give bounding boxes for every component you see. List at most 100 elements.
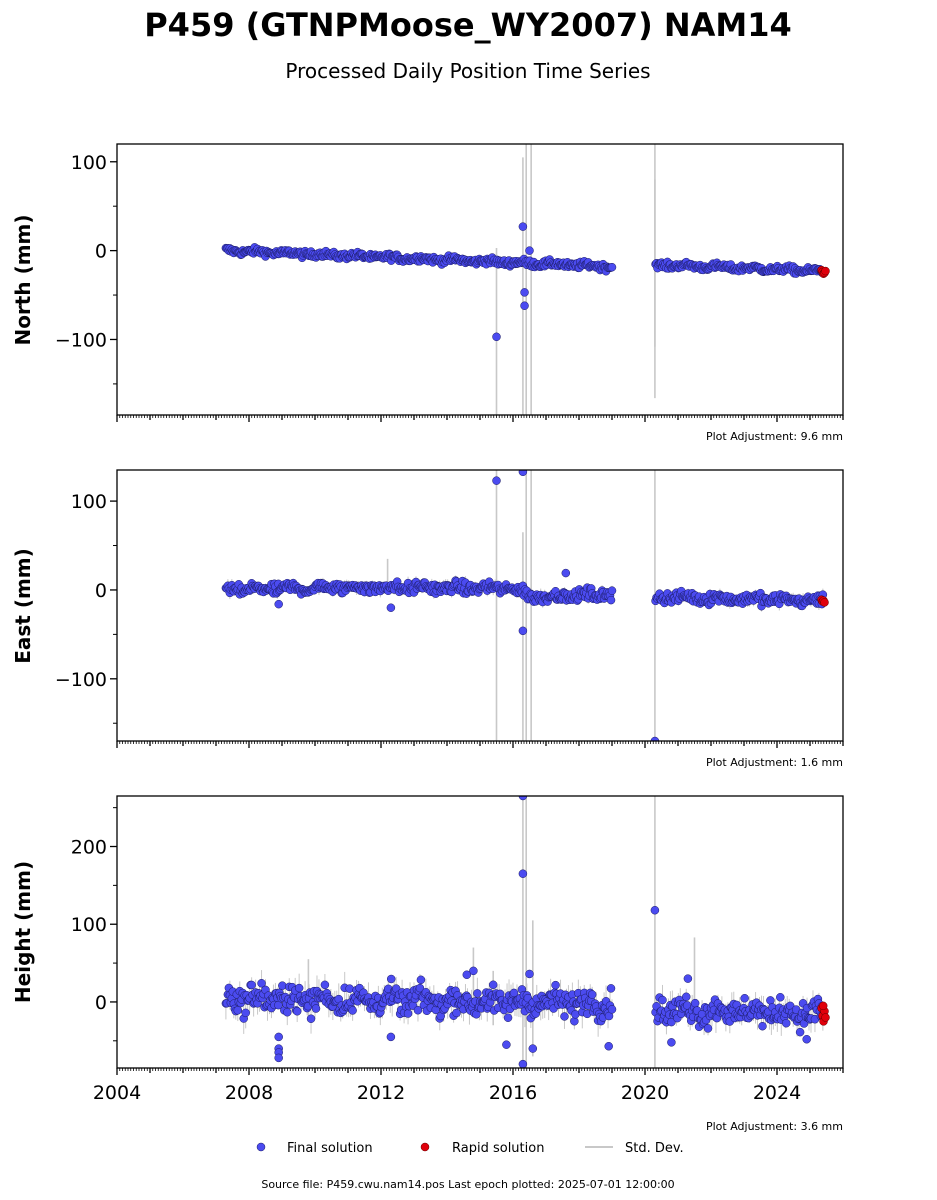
height-final-point — [306, 1014, 316, 1023]
height-final-point — [320, 980, 330, 990]
height-xtick-label: 2024 — [753, 1082, 801, 1104]
north-final-outlier-point — [518, 222, 528, 231]
east-final-outlier-point — [518, 470, 528, 477]
height-final-point — [607, 1005, 617, 1014]
east-final-point — [607, 586, 617, 595]
height-final-point — [503, 1013, 513, 1022]
east-ytick-label: 100 — [71, 491, 107, 513]
height-final-outlier-point — [386, 1032, 396, 1042]
north-ytick-label: 100 — [71, 152, 107, 174]
height-final-outlier-point — [802, 1034, 811, 1044]
north-ytick-label: 0 — [95, 241, 107, 263]
height-final-point — [587, 990, 597, 999]
height-final-point — [488, 980, 498, 990]
height-final-point — [560, 1012, 569, 1021]
legend-std-label: Std. Dev. — [625, 1141, 684, 1156]
height-final-point — [781, 1018, 791, 1028]
height-final-point — [452, 1008, 461, 1018]
height-xtick-label: 2012 — [357, 1082, 405, 1104]
height-final-point — [473, 989, 482, 998]
height-final-outlier-point — [518, 796, 528, 801]
height-final-point — [758, 1021, 767, 1031]
north-final-outlier-point — [492, 332, 501, 342]
north-final-outlier-point — [520, 301, 529, 310]
height-final-point — [311, 1004, 321, 1013]
height-final-outlier-point — [525, 969, 534, 979]
height-rapid-point — [821, 1013, 830, 1022]
height-final-point — [703, 1024, 713, 1033]
height-final-point — [776, 992, 785, 1002]
height-final-point — [415, 983, 425, 993]
height-plot-adjustment: Plot Adjustment: 3.6 mm — [706, 1120, 843, 1133]
height-xtick-label: 2004 — [93, 1082, 141, 1104]
height-final-outlier-point — [274, 1032, 283, 1042]
legend-rapid-label: Rapid solution — [452, 1141, 544, 1156]
east-ylabel: East (mm) — [11, 548, 35, 664]
height-xtick-label: 2020 — [621, 1082, 669, 1104]
height-final-point — [233, 1006, 243, 1015]
east-plot-area — [221, 470, 829, 741]
height-final-outlier-point — [683, 974, 693, 983]
height-final-point — [413, 1005, 423, 1015]
east-final-outlier-point — [274, 599, 283, 609]
east-final-outlier-point — [386, 603, 396, 612]
height-final-point — [241, 1008, 250, 1018]
height-final-point — [551, 980, 560, 990]
chart-subtitle: Processed Daily Position Time Series — [285, 59, 650, 83]
legend: Final solution Rapid solution Std. Dev. — [256, 1141, 684, 1156]
height-final-point — [283, 1008, 292, 1017]
east-final-outlier-point — [518, 626, 528, 636]
height-final-outlier-point — [462, 970, 472, 979]
north-axes-frame — [116, 143, 844, 416]
height-final-outlier-point — [502, 1040, 511, 1049]
height-final-outlier-point — [667, 1038, 676, 1047]
east-final-outlier-point — [492, 476, 501, 485]
height-final-outlier-point — [650, 905, 660, 915]
height-final-point — [278, 981, 287, 990]
north-ytick-label: −100 — [55, 329, 107, 351]
height-final-point — [795, 1027, 805, 1037]
east-panel: East (mm) Plot Adjustment: 1.6 mm 100 0 −1… — [11, 469, 844, 769]
east-final-outlier-point — [561, 568, 571, 578]
height-final-point — [416, 975, 426, 985]
height-plot-area — [221, 796, 830, 1068]
height-ylabel: Height (mm) — [11, 861, 35, 1003]
height-axes-frame — [116, 795, 844, 1069]
north-rapid-point — [821, 266, 830, 276]
height-final-point — [606, 984, 616, 993]
height-final-point — [386, 974, 396, 984]
north-final-outlier-point — [520, 288, 529, 297]
height-ytick-label: 100 — [71, 914, 107, 936]
east-rapid-point — [820, 598, 829, 607]
height-final-outlier-point — [604, 1041, 613, 1051]
height-final-point — [403, 1009, 413, 1018]
height-ytick-label: 0 — [95, 992, 107, 1014]
height-final-outlier-point — [518, 869, 528, 878]
height-final-outlier-point — [274, 1053, 283, 1063]
east-final-outlier-point — [650, 736, 660, 741]
height-final-point — [294, 983, 304, 993]
height-final-point — [247, 980, 256, 990]
height-final-point — [740, 994, 749, 1003]
height-final-point — [345, 984, 354, 993]
height-rapid-point — [818, 1001, 828, 1011]
height-panel: Height (mm) Plot Adjustment: 3.6 mm 200 1… — [11, 795, 844, 1133]
north-ylabel: North (mm) — [11, 214, 35, 345]
source-footer: Source file: P459.cwu.nam14.pos Last epo… — [261, 1178, 674, 1191]
east-ytick-label: −100 — [55, 669, 107, 691]
east-ytick-label: 0 — [95, 580, 107, 602]
chart-title: P459 (GTNPMoose_WY2007) NAM14 — [144, 6, 792, 44]
height-ytick-label: 200 — [71, 837, 107, 859]
height-xtick-label: 2008 — [225, 1082, 273, 1104]
north-final-outlier-point — [525, 246, 534, 255]
legend-final-marker — [256, 1142, 266, 1152]
height-final-outlier-point — [469, 966, 478, 976]
height-final-point — [509, 988, 519, 998]
north-plot-adjustment: Plot Adjustment: 9.6 mm — [706, 430, 843, 443]
height-xtick-label: 2016 — [489, 1082, 537, 1104]
height-final-point — [690, 998, 700, 1008]
legend-final-label: Final solution — [287, 1141, 373, 1156]
east-final-point — [606, 595, 616, 605]
north-panel: North (mm) Plot Adjustment: 9.6 mm 100 0 −… — [11, 143, 844, 443]
